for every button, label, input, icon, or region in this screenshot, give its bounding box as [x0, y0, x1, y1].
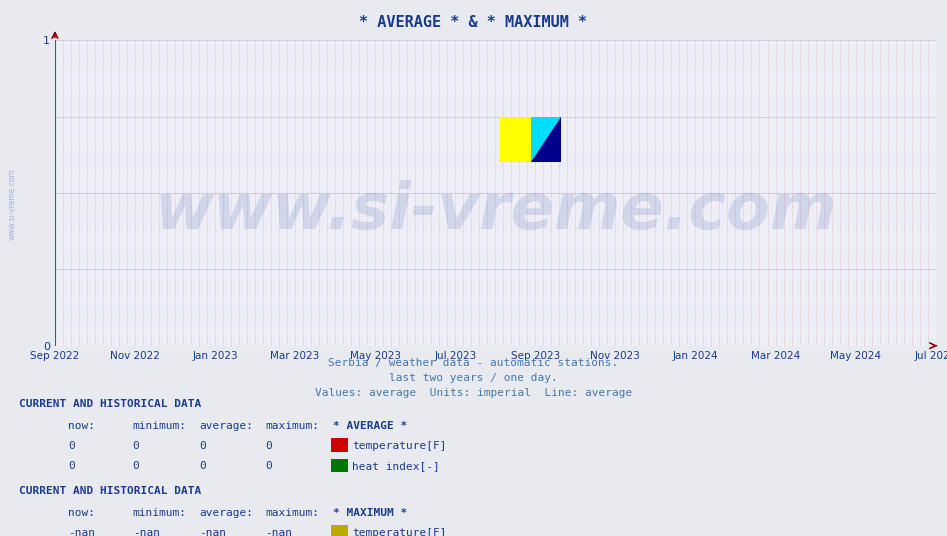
Text: minimum:: minimum:: [133, 421, 187, 431]
Text: 0: 0: [265, 461, 272, 472]
Text: * AVERAGE * & * MAXIMUM *: * AVERAGE * & * MAXIMUM *: [360, 15, 587, 30]
Text: -nan: -nan: [68, 528, 96, 536]
Text: last two years / one day.: last two years / one day.: [389, 373, 558, 383]
Text: temperature[F]: temperature[F]: [352, 441, 447, 451]
Text: now:: now:: [68, 421, 96, 431]
Text: temperature[F]: temperature[F]: [352, 528, 447, 536]
Text: heat index[-]: heat index[-]: [352, 461, 440, 472]
Text: 0: 0: [199, 441, 205, 451]
Text: -nan: -nan: [199, 528, 226, 536]
Text: 0: 0: [265, 441, 272, 451]
Text: 0: 0: [68, 461, 75, 472]
Text: 0: 0: [133, 461, 139, 472]
Text: Values: average  Units: imperial  Line: average: Values: average Units: imperial Line: av…: [314, 388, 633, 398]
Text: -nan: -nan: [133, 528, 160, 536]
Text: CURRENT AND HISTORICAL DATA: CURRENT AND HISTORICAL DATA: [19, 486, 201, 496]
Text: minimum:: minimum:: [133, 508, 187, 518]
Text: 0: 0: [133, 441, 139, 451]
Text: www.si-vreme.com: www.si-vreme.com: [154, 180, 836, 242]
Text: now:: now:: [68, 508, 96, 518]
Text: 0: 0: [68, 441, 75, 451]
Text: -nan: -nan: [265, 528, 293, 536]
Text: www.si-vreme.com: www.si-vreme.com: [8, 168, 17, 240]
Text: maximum:: maximum:: [265, 421, 319, 431]
Text: * MAXIMUM *: * MAXIMUM *: [333, 508, 407, 518]
Text: * AVERAGE *: * AVERAGE *: [333, 421, 407, 431]
Text: CURRENT AND HISTORICAL DATA: CURRENT AND HISTORICAL DATA: [19, 399, 201, 410]
Text: average:: average:: [199, 508, 253, 518]
Polygon shape: [530, 117, 562, 162]
Text: Serbia / weather data - automatic stations.: Serbia / weather data - automatic statio…: [329, 358, 618, 368]
Text: 0: 0: [199, 461, 205, 472]
Text: average:: average:: [199, 421, 253, 431]
Text: maximum:: maximum:: [265, 508, 319, 518]
